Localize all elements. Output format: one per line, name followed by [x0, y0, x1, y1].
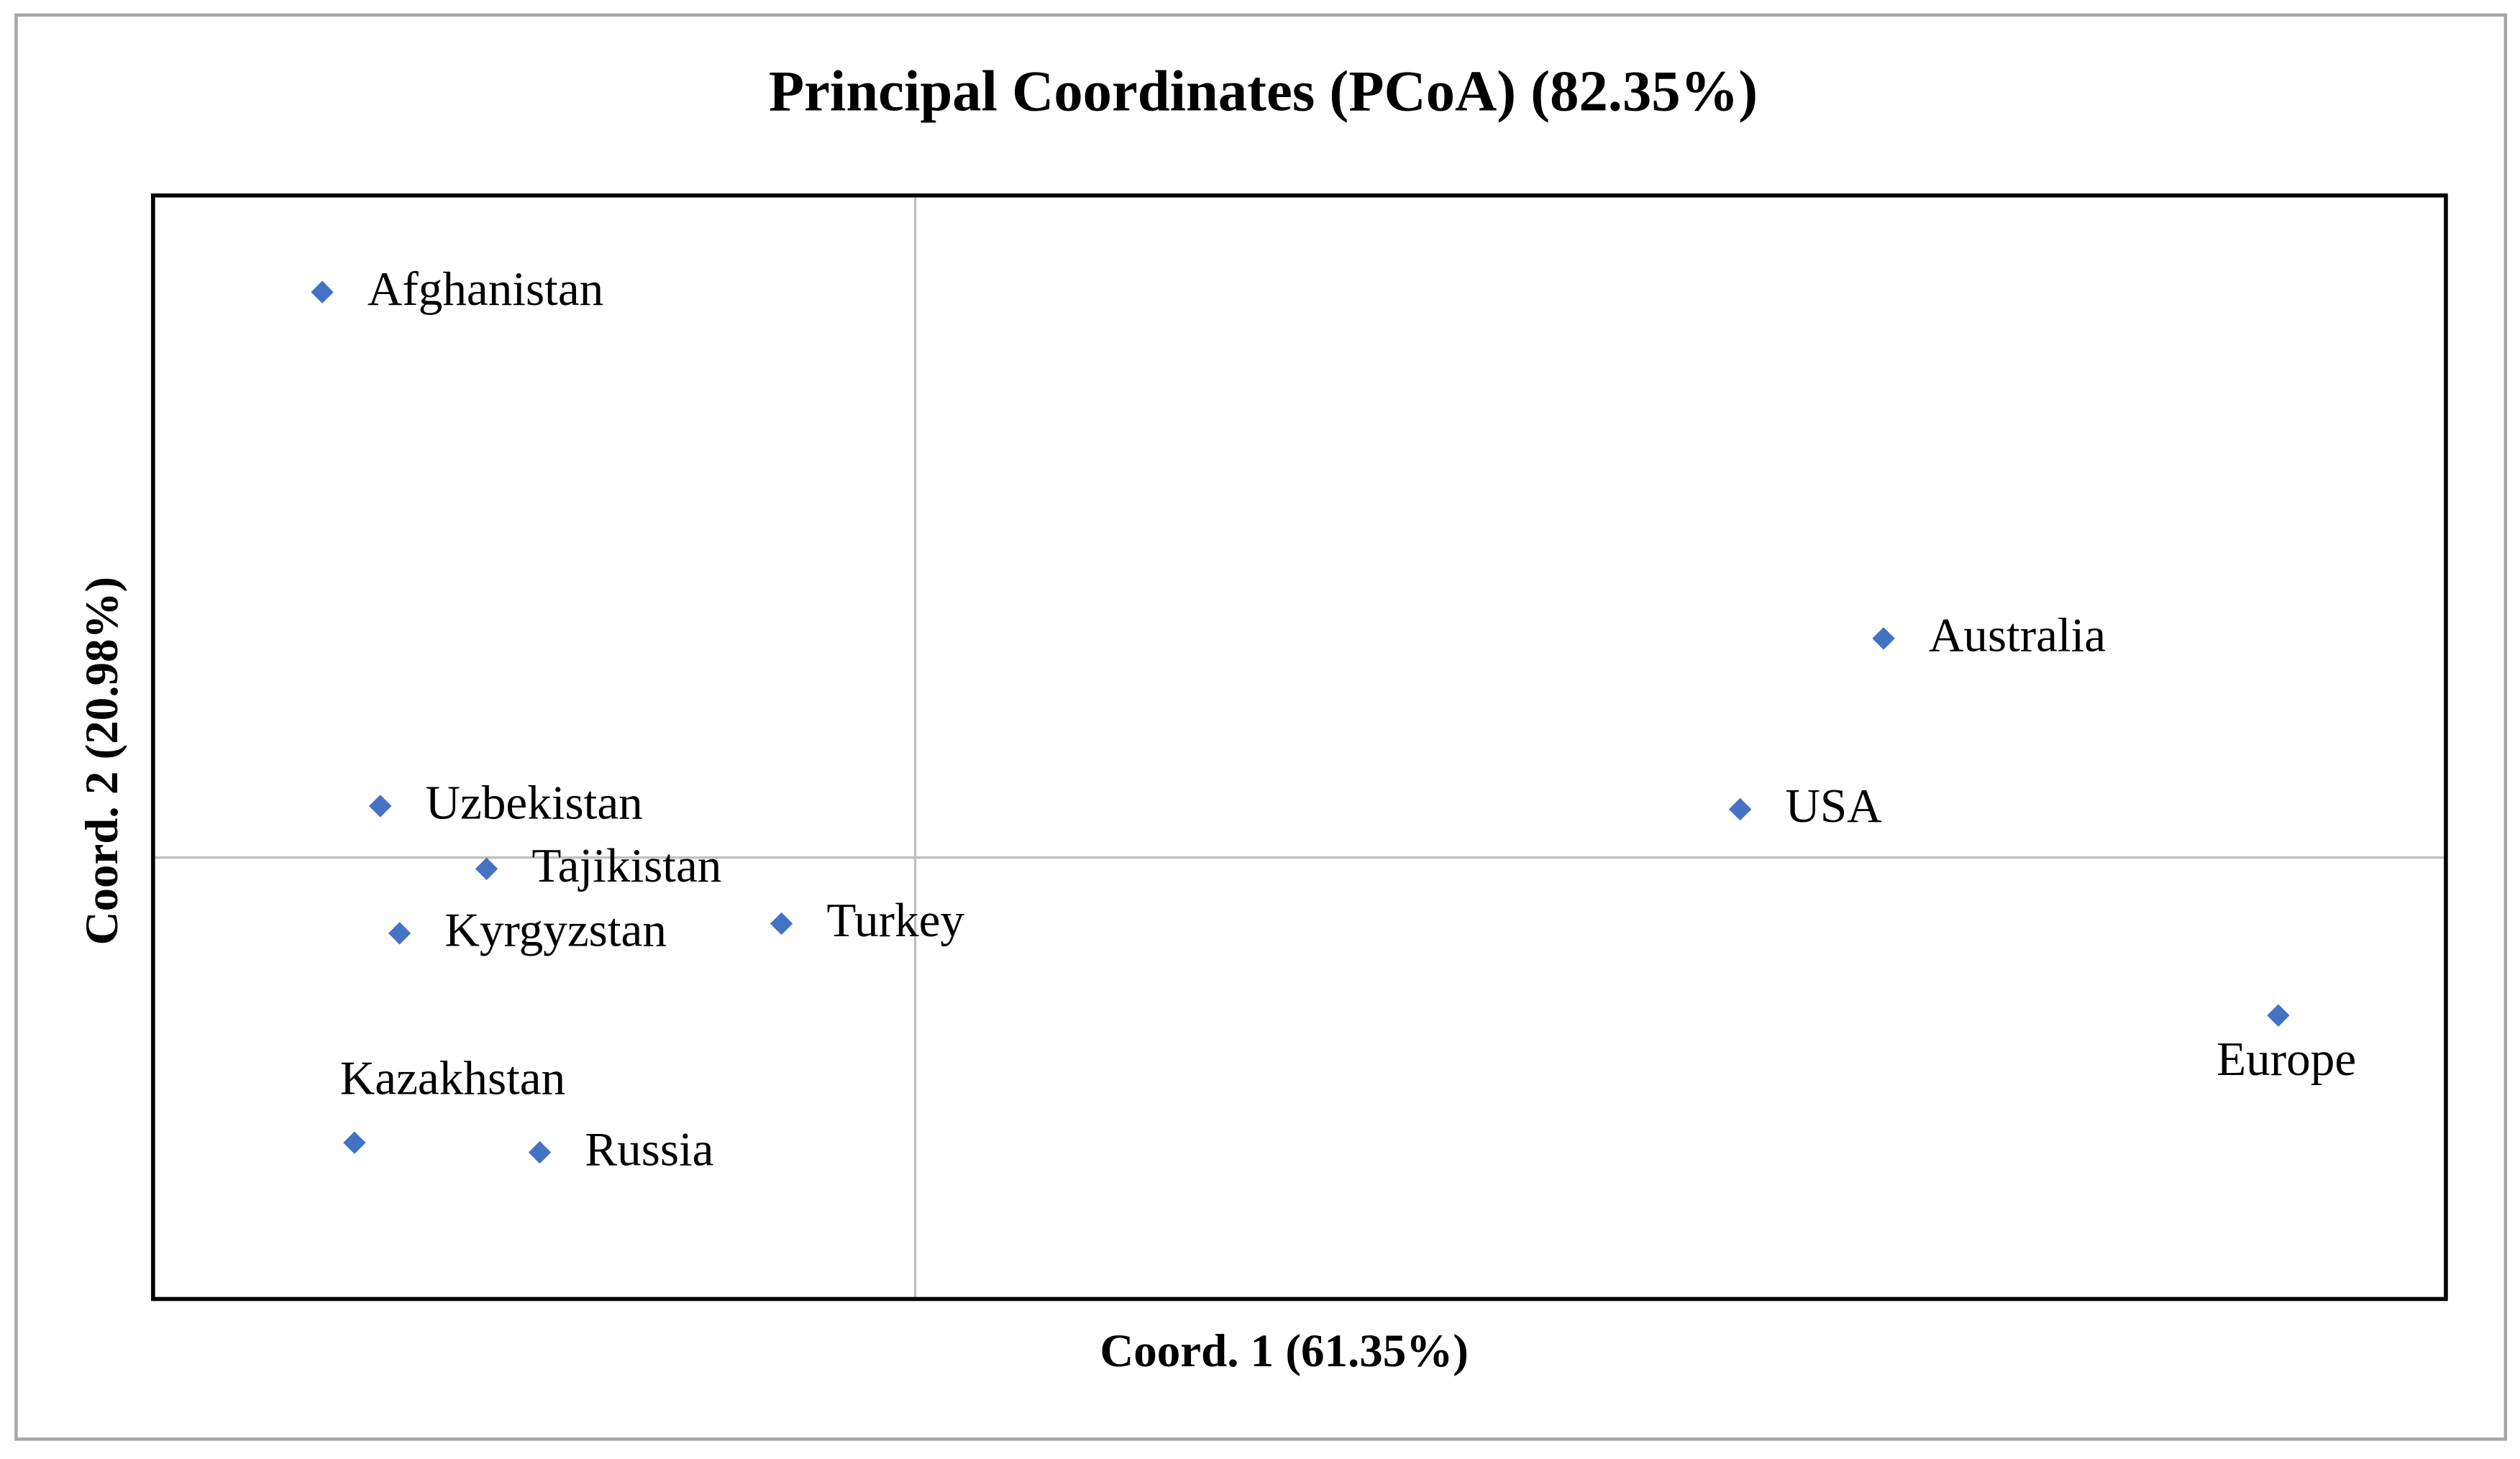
point	[369, 795, 392, 818]
point-label: Tajikistan	[531, 838, 721, 892]
point-label: Europe	[2217, 1032, 2356, 1086]
x-axis-label: Coord. 1 (61.35%)	[1100, 1325, 1469, 1377]
point	[475, 857, 498, 880]
point-label: Kazakhstan	[340, 1051, 565, 1105]
point-label: Uzbekistan	[425, 776, 642, 830]
point	[528, 1140, 552, 1164]
point-label: Russia	[585, 1122, 713, 1176]
point	[311, 280, 334, 303]
point-label: Afghanistan	[368, 262, 603, 316]
point-label: Turkey	[826, 893, 964, 947]
point	[343, 1131, 366, 1154]
point-label: Australia	[1929, 608, 2106, 662]
plot-area	[151, 193, 2448, 1302]
point	[388, 922, 411, 945]
point-label: USA	[1785, 779, 1882, 833]
y-axis-label: Coord. 2 (20.98%)	[76, 577, 128, 946]
chart-border	[14, 13, 2508, 1441]
point	[770, 912, 793, 936]
point-label: Kyrgyzstan	[444, 903, 667, 957]
chart-title: Principal Coordinates (PCoA) (82.35%)	[769, 60, 1758, 124]
